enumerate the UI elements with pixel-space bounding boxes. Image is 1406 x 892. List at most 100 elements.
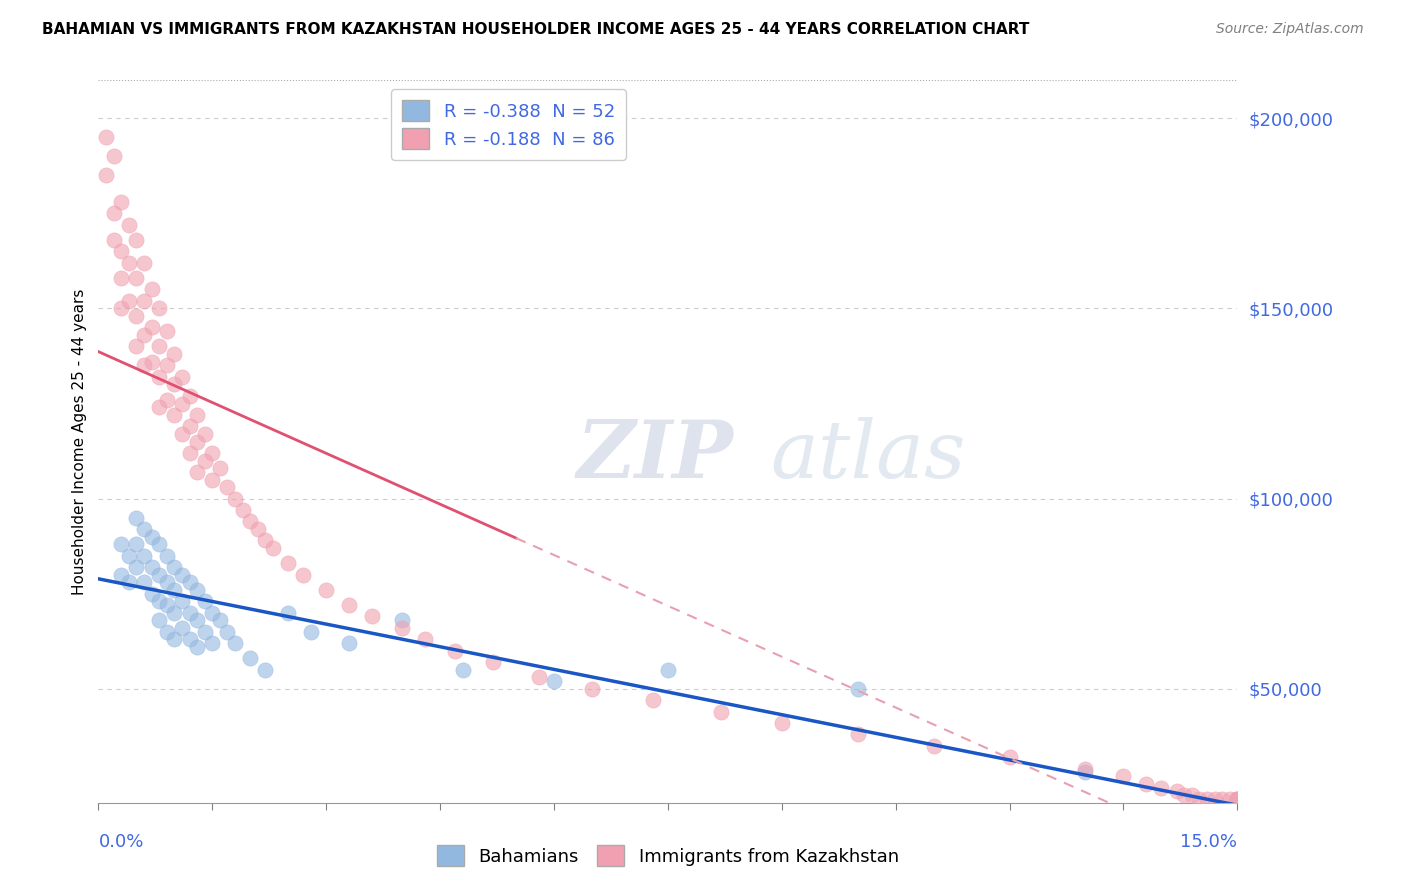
Text: BAHAMIAN VS IMMIGRANTS FROM KAZAKHSTAN HOUSEHOLDER INCOME AGES 25 - 44 YEARS COR: BAHAMIAN VS IMMIGRANTS FROM KAZAKHSTAN H… — [42, 22, 1029, 37]
Point — [132, 522, 155, 536]
Point — [277, 606, 299, 620]
Point — [125, 233, 148, 247]
Point — [277, 556, 299, 570]
Text: ZIP: ZIP — [576, 417, 734, 495]
Point — [141, 320, 163, 334]
Point — [186, 640, 208, 654]
Point — [217, 624, 239, 639]
Point — [581, 681, 603, 696]
Point — [163, 606, 186, 620]
Point — [846, 727, 869, 741]
Point — [170, 370, 193, 384]
Point — [103, 149, 125, 163]
Y-axis label: Householder Income Ages 25 - 44 years: Householder Income Ages 25 - 44 years — [72, 288, 87, 595]
Point — [179, 632, 201, 647]
Point — [110, 567, 132, 582]
Point — [141, 587, 163, 601]
Point — [156, 575, 179, 590]
Point — [132, 575, 155, 590]
Point — [110, 194, 132, 209]
Point — [118, 575, 141, 590]
Point — [118, 293, 141, 308]
Point — [641, 693, 664, 707]
Point — [201, 473, 224, 487]
Point — [922, 739, 945, 753]
Point — [103, 206, 125, 220]
Point — [1135, 777, 1157, 791]
Point — [1150, 780, 1173, 795]
Point — [337, 598, 360, 612]
Point — [194, 426, 217, 441]
Point — [1188, 792, 1211, 806]
Text: Source: ZipAtlas.com: Source: ZipAtlas.com — [1216, 22, 1364, 37]
Point — [141, 530, 163, 544]
Point — [148, 370, 170, 384]
Point — [179, 389, 201, 403]
Point — [998, 750, 1021, 764]
Point — [186, 613, 208, 627]
Point — [186, 408, 208, 422]
Point — [1226, 792, 1249, 806]
Point — [148, 594, 170, 608]
Point — [148, 401, 170, 415]
Point — [118, 218, 141, 232]
Point — [1074, 762, 1097, 776]
Point — [179, 419, 201, 434]
Point — [194, 453, 217, 467]
Point — [163, 347, 186, 361]
Point — [170, 621, 193, 635]
Point — [224, 636, 246, 650]
Point — [118, 256, 141, 270]
Point — [299, 624, 322, 639]
Point — [156, 359, 179, 373]
Point — [208, 461, 231, 475]
Legend: Bahamians, Immigrants from Kazakhstan: Bahamians, Immigrants from Kazakhstan — [430, 838, 905, 873]
Point — [110, 537, 132, 551]
Point — [217, 480, 239, 494]
Point — [163, 632, 186, 647]
Point — [444, 643, 467, 657]
Point — [315, 582, 337, 597]
Point — [170, 426, 193, 441]
Point — [110, 244, 132, 259]
Point — [186, 582, 208, 597]
Point — [132, 256, 155, 270]
Point — [186, 434, 208, 449]
Point — [125, 560, 148, 574]
Point — [132, 328, 155, 343]
Point — [246, 522, 269, 536]
Point — [163, 582, 186, 597]
Point — [148, 613, 170, 627]
Point — [141, 354, 163, 368]
Point — [846, 681, 869, 696]
Point — [179, 446, 201, 460]
Point — [201, 636, 224, 650]
Point — [254, 533, 277, 548]
Point — [208, 613, 231, 627]
Text: 15.0%: 15.0% — [1180, 833, 1237, 851]
Point — [125, 271, 148, 285]
Point — [194, 624, 217, 639]
Point — [94, 169, 117, 183]
Point — [527, 670, 550, 684]
Point — [163, 377, 186, 392]
Point — [413, 632, 436, 647]
Point — [292, 567, 315, 582]
Point — [224, 491, 246, 506]
Text: atlas: atlas — [770, 417, 966, 495]
Point — [125, 510, 148, 524]
Point — [232, 503, 254, 517]
Point — [148, 537, 170, 551]
Point — [482, 655, 505, 669]
Point — [1166, 784, 1188, 798]
Point — [132, 293, 155, 308]
Point — [156, 598, 179, 612]
Point — [148, 339, 170, 353]
Point — [337, 636, 360, 650]
Point — [1173, 788, 1195, 802]
Text: 0.0%: 0.0% — [98, 833, 143, 851]
Point — [262, 541, 284, 555]
Point — [141, 282, 163, 296]
Point — [179, 575, 201, 590]
Point — [148, 301, 170, 316]
